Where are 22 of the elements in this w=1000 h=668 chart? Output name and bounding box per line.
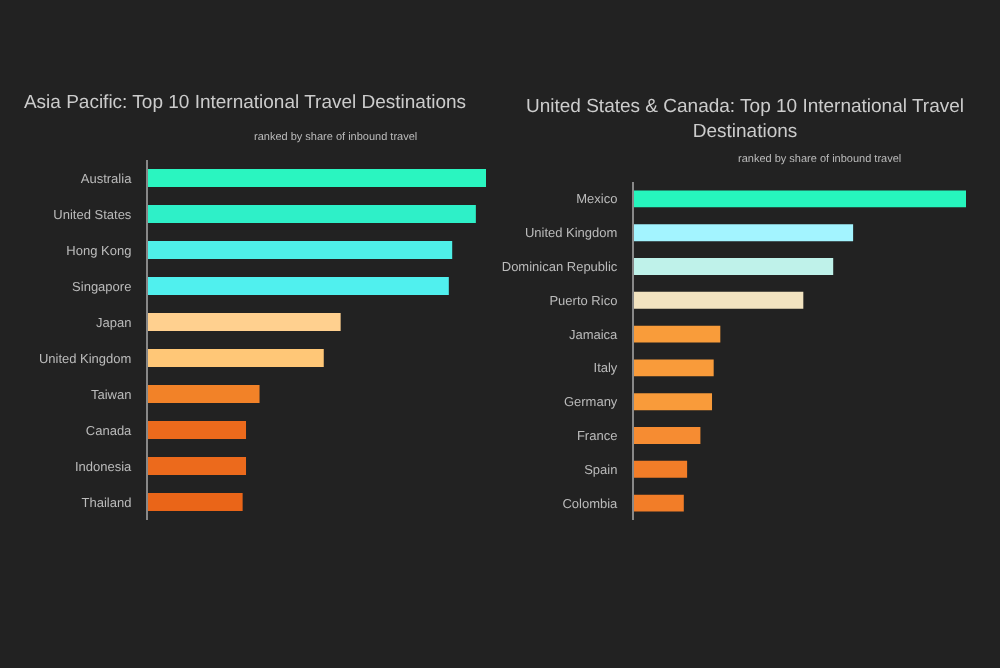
bar xyxy=(148,277,449,295)
bar xyxy=(634,494,684,512)
bar xyxy=(634,393,713,411)
bar xyxy=(148,241,453,259)
bar xyxy=(148,493,243,511)
bar xyxy=(148,349,324,367)
chart-title: United States & Canada: Top 10 International Travel Destinations xyxy=(526,96,964,143)
bar xyxy=(634,460,688,478)
bar xyxy=(634,224,854,242)
bar xyxy=(634,291,804,309)
bar xyxy=(634,359,714,377)
bar xyxy=(634,325,721,343)
bar xyxy=(148,385,260,403)
bar xyxy=(634,190,966,208)
bar xyxy=(148,205,476,223)
bar xyxy=(148,457,247,475)
chart-title: Asia Pacific: Top 10 International Travel Destinations xyxy=(23,91,467,114)
bar xyxy=(634,258,834,275)
bar xyxy=(148,169,486,187)
bar xyxy=(634,427,701,444)
bar xyxy=(148,421,247,439)
bar xyxy=(148,313,341,331)
